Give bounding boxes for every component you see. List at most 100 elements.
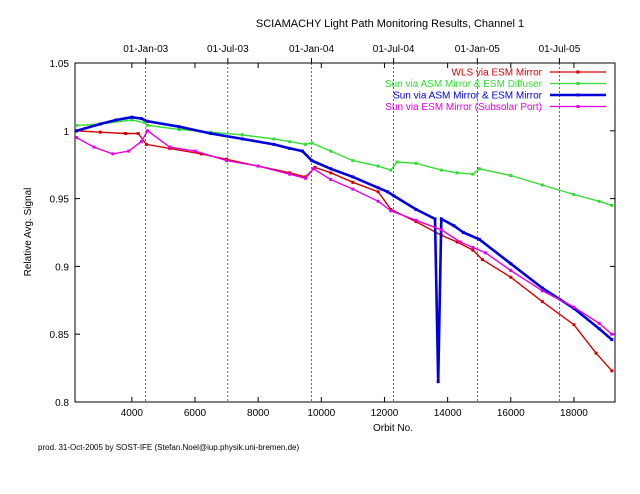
data-point [471,248,475,252]
data-point [376,190,380,194]
data-point [455,240,459,244]
data-point [414,161,418,165]
data-point [111,152,115,156]
series-1 [75,129,614,373]
data-point [389,168,393,172]
plot-frame [74,62,616,403]
y-axis-tick-label: 0.8 [55,398,69,409]
data-point [439,168,443,172]
data-point [288,172,292,176]
data-point [240,133,244,137]
data-point [75,136,79,140]
data-point [92,145,96,149]
legend-swatch-marker [576,82,580,85]
chart-title: SCIAMACHY Light Path Monitoring Results,… [256,18,524,30]
data-point [146,129,150,133]
data-point [458,240,462,244]
x-axis-label: Orbit No. [373,423,413,434]
data-point [75,129,79,133]
data-point [288,146,292,150]
series-line [76,119,613,207]
data-point [376,164,380,168]
data-point [127,149,131,153]
data-point [610,332,614,336]
data-point [313,165,317,169]
data-point [124,132,128,136]
data-point [540,289,544,293]
data-point [225,159,229,163]
data-point [311,167,315,171]
data-point [389,209,393,213]
data-point [300,149,304,153]
data-point [455,171,459,175]
data-point [509,174,513,178]
data-point [484,251,488,255]
data-point [130,118,134,122]
legend-swatch-marker [576,70,580,74]
data-point [471,245,475,249]
data-point [329,178,333,182]
data-point [177,125,181,129]
legend-entry-label: WLS via ESM Mirror [451,68,542,79]
data-point [144,142,148,146]
data-point [471,172,475,176]
data-point [75,123,79,127]
data-point [439,217,443,221]
data-point [272,142,276,146]
data-point [414,218,418,222]
data-point [168,145,172,149]
x-axis-tick-label: 12000 [371,408,399,419]
x-axis-tick-label: 8000 [247,408,270,419]
data-point [130,115,134,119]
data-point [304,142,308,146]
data-point [98,130,102,134]
data-point [272,137,276,141]
x-axis-tick-label: 4000 [121,408,144,419]
legend-entry-label: Sun via ASM Mirror & ESM Diffuser [385,79,543,90]
x-axis-tick-label: 10000 [307,408,335,419]
data-point [540,183,544,187]
data-point [376,199,380,203]
data-point [329,149,333,153]
data-point [477,167,481,171]
y-axis-tick-label: 0.95 [50,195,70,206]
data-point [610,369,614,373]
x-axis-tick-label: 14000 [434,408,462,419]
data-point [146,119,150,123]
data-point [610,338,614,342]
y-axis-tick-label: 1 [63,127,69,138]
top-axis-tick-label: 01-Jul-05 [539,44,581,55]
plot-area: 01-Jan-03 01-Jul-03 01-Jan-04 01-Jul-04 01-J… [50,44,616,419]
data-point [114,118,118,122]
data-point [509,268,513,272]
data-point [433,217,437,221]
y-axis-label: Relative Avg. Signal [23,188,34,277]
data-point [351,175,355,179]
data-point [304,176,308,180]
credit-line: prod. 31-Oct-2005 by SOST-IFE (Stefan.No… [38,443,300,452]
data-point [509,262,513,266]
x-axis-tick-label: 16000 [497,408,525,419]
data-point [597,199,601,203]
data-point [597,327,601,331]
data-point [351,159,355,163]
data-point [98,122,102,126]
series-4 [75,129,614,336]
data-point [540,286,544,290]
data-point [310,141,314,145]
data-point [139,117,143,121]
data-point [395,160,399,164]
data-point [461,231,465,234]
data-point [288,140,292,144]
data-point [386,190,390,194]
data-point [597,321,601,325]
data-point [594,351,598,355]
data-point [376,186,380,190]
x-axis-tick-label: 6000 [184,408,207,419]
data-point [480,258,484,262]
data-point [329,167,333,171]
data-point [572,305,576,309]
x-axis-tick-label: 18000 [560,408,588,419]
y-axis-tick-label: 0.85 [50,330,70,341]
